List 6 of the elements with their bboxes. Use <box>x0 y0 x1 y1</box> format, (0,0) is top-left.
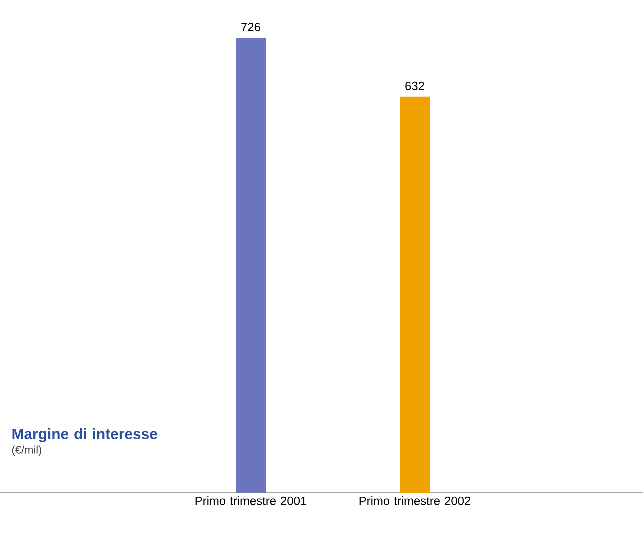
data-label: 726 <box>242 23 260 32</box>
text: (€/mil) <box>12 446 42 456</box>
data-label: 632 <box>406 82 424 90</box>
text: Margine di interesse <box>12 428 158 442</box>
x-tick-label: Primo trimestre 2002 <box>360 496 471 506</box>
x-tick-label: Primo trimestre 2001 <box>196 496 307 506</box>
